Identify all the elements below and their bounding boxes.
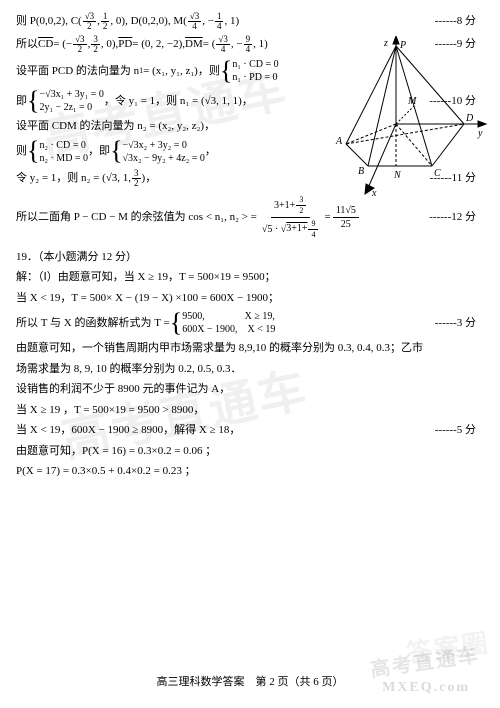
text: 所以二面角 P − CD − M 的余弦值为 cos < n₁, n₂ > =	[16, 209, 257, 226]
q19-l4: 由题意可知，一个销售周期内甲市场需求量为 8,9,10 的概率分别为 0.3, …	[16, 340, 484, 357]
text: , 0), D(0,2,0), M(	[110, 13, 186, 30]
label: 即	[16, 93, 27, 110]
q19-l7: 当 X < 19，600X − 1900 ≥ 8900，解得 X ≥ 18， -…	[16, 422, 484, 439]
diagram-label-b: B	[358, 166, 364, 177]
vec-cd: CD	[38, 36, 53, 53]
eq: n₁ · PD = 0	[232, 71, 278, 84]
page-footer: 高三理科数学答案 第 2 页（共 6 页）	[0, 674, 500, 691]
case-a: 9500, X ≥ 19,	[182, 310, 275, 323]
text: 场需求量为 8, 9, 10 的概率分别为 0.2, 0.5, 0.3．	[16, 361, 242, 378]
text: )，	[142, 170, 157, 187]
score-5: ------5 分	[435, 422, 484, 439]
vec-dm: DM	[185, 36, 203, 53]
frac-d: 2	[101, 22, 110, 31]
text: 所以 T 与 X 的函数解析式为 T =	[16, 315, 170, 332]
text: 所以	[16, 36, 38, 53]
vec-pd: PD	[118, 36, 132, 53]
eq: n₂ · MD = 0	[39, 152, 88, 165]
watermark-5: 答案圈	[404, 623, 493, 673]
text: , 1)	[224, 13, 239, 30]
q19-l8: 由题意可知，P(X = 16) = 0.3×0.2 = 0.06 ；	[16, 443, 484, 460]
frac-n: 3	[132, 169, 141, 179]
text: , −	[231, 36, 243, 53]
text: 19．（本小题满分 12 分）	[16, 249, 137, 266]
text: 当 X < 19，600X − 1900 ≥ 8900，解得 X ≥ 18，	[16, 422, 240, 439]
text: ，即	[88, 143, 110, 160]
q19-header: 19．（本小题满分 12 分）	[16, 249, 484, 266]
score-8: ------8 分	[435, 13, 484, 30]
frac-d: 4	[244, 45, 253, 54]
q19-l1: 解：（Ⅰ）由题意可知，当 X ≥ 19，T = 500×19 = 9500；	[16, 269, 484, 286]
diagram-label-a: A	[335, 136, 343, 147]
q19-l6: 当 X ≥ 19 ，T = 500×19 = 9500 > 8900，	[16, 402, 484, 419]
res-d: 25	[338, 218, 354, 231]
geometry-diagram: P z A M D y B N C x	[328, 36, 488, 212]
text: , 0),	[101, 36, 118, 53]
frac-d: 2	[132, 179, 141, 188]
text: 设销售的利润不少于 8900 元的事件记为 A，	[16, 381, 230, 398]
frac-d: 2	[91, 45, 100, 54]
eq: −√3x₁ + 3y₁ = 0	[39, 88, 103, 101]
q19-l5: 设销售的利润不少于 8900 元的事件记为 A，	[16, 381, 484, 398]
q19-l2: 当 X < 19，T = 500× X − (19 − X) ×100 = 60…	[16, 290, 484, 307]
text: = (x₁, y₁, z₁)，则	[143, 63, 220, 80]
f: 4	[308, 230, 318, 240]
text: 则 P(0,0,2), C(	[16, 13, 82, 30]
q19-l4b: 场需求量为 8, 9, 10 的概率分别为 0.2, 0.5, 0.3．	[16, 361, 484, 378]
diagram-label-p: P	[399, 40, 406, 51]
eq: 2y₁ − 2z₁ = 0	[39, 101, 103, 114]
line-points: 则 P(0,0,2), C( √32 , 12 , 0), D(0,2,0), …	[16, 12, 484, 31]
text: , 1)	[253, 36, 268, 53]
eq: −√3x₂ + 3y₂ = 0	[123, 139, 205, 152]
text: 设平面 CDM 的法向量为 n₂ = (x₂, y₂, z₂)，	[16, 118, 215, 135]
f: 3	[296, 195, 306, 206]
q19-l9: P(X = 17) = 0.3×0.5 + 0.4×0.2 = 0.23 ；	[16, 463, 484, 480]
text: = (0, 2, −2),	[132, 36, 185, 53]
diagram-label-m: M	[407, 96, 417, 107]
diagram-label-y: y	[477, 128, 483, 139]
f: 2	[296, 206, 306, 216]
eq: n₁ · CD = 0	[232, 58, 278, 71]
frac-d: 4	[190, 22, 199, 31]
diagram-label-c: C	[434, 168, 441, 179]
text: 由题意可知，P(X = 16) = 0.3×0.2 = 0.06 ；	[16, 443, 216, 460]
text: ，	[205, 143, 216, 160]
text: 由题意可知，一个销售周期内甲市场需求量为 8,9,10 的概率分别为 0.3, …	[16, 340, 423, 357]
diagram-label-d: D	[465, 113, 474, 124]
num-part: 3+1+	[274, 199, 295, 210]
frac-d: 4	[219, 45, 228, 54]
case-b: 600X − 1900, X < 19	[182, 323, 275, 336]
f: 9	[308, 219, 318, 230]
label: 则	[16, 143, 27, 160]
text: 当 X < 19，T = 500× X − (19 − X) ×100 = 60…	[16, 290, 279, 307]
diagram-label-x: x	[371, 188, 377, 199]
text: 解：（Ⅰ）由题意可知，当 X ≥ 19，T = 500×19 = 9500；	[16, 269, 276, 286]
text: 设平面 PCD 的法向量为 n	[16, 63, 139, 80]
q19-l3: 所以 T 与 X 的函数解析式为 T = { 9500, X ≥ 19, 600…	[16, 310, 484, 336]
diagram-label-z: z	[383, 38, 388, 49]
text: = (	[203, 36, 216, 53]
text: P(X = 17) = 0.3×0.5 + 0.4×0.2 = 0.23 ；	[16, 463, 196, 480]
frac-d: 2	[76, 45, 85, 54]
den-part: √5 ·	[262, 223, 281, 234]
text: = (−	[53, 36, 72, 53]
eq: n₂ · CD = 0	[39, 139, 88, 152]
frac-d: 4	[215, 22, 224, 31]
diagram-label-n: N	[393, 170, 402, 181]
text: 当 X ≥ 19 ，T = 500×19 = 9500 > 8900，	[16, 402, 204, 419]
text: 令 y₂ = 1，则 n₂ = (√3, 1,	[16, 170, 131, 187]
eq: √3x₂ − 9y₂ + 4z₂ = 0	[123, 152, 205, 165]
frac-d: 2	[85, 22, 94, 31]
text: ，令 y₁ = 1，则 n₁ = (√3, 1, 1)，	[104, 93, 253, 110]
sq: 3+1+	[286, 223, 307, 234]
score-3: ------3 分	[435, 315, 484, 332]
